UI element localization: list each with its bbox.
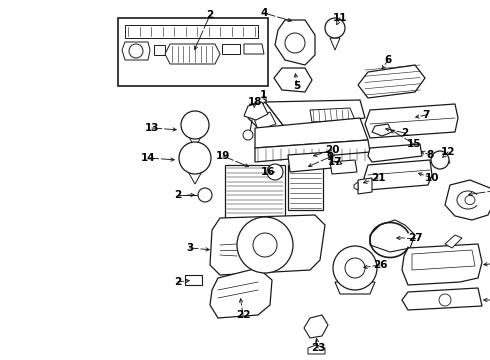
Circle shape <box>253 233 277 257</box>
Polygon shape <box>402 244 482 285</box>
Bar <box>225 165 285 220</box>
Circle shape <box>285 33 305 53</box>
Polygon shape <box>244 44 264 54</box>
Polygon shape <box>122 42 150 60</box>
Text: 5: 5 <box>294 81 301 91</box>
Polygon shape <box>368 144 422 162</box>
Text: 16: 16 <box>261 167 275 177</box>
Polygon shape <box>125 25 258 38</box>
Polygon shape <box>358 178 372 194</box>
Text: 10: 10 <box>425 173 439 183</box>
Polygon shape <box>330 160 357 174</box>
Text: 14: 14 <box>141 153 155 163</box>
Polygon shape <box>274 68 312 92</box>
Polygon shape <box>275 20 315 65</box>
Text: 18: 18 <box>248 97 262 107</box>
Polygon shape <box>165 44 220 64</box>
Text: 19: 19 <box>216 151 230 161</box>
Polygon shape <box>210 268 272 318</box>
Polygon shape <box>186 168 204 184</box>
Polygon shape <box>154 45 165 55</box>
Text: 20: 20 <box>325 145 339 155</box>
Polygon shape <box>210 215 325 275</box>
Text: 2: 2 <box>174 277 182 287</box>
Polygon shape <box>364 160 432 190</box>
Polygon shape <box>265 100 365 128</box>
Text: 1: 1 <box>259 90 267 100</box>
Text: 15: 15 <box>407 139 421 149</box>
Text: 17: 17 <box>328 157 343 167</box>
Circle shape <box>345 258 365 278</box>
Circle shape <box>237 217 293 273</box>
Text: 2: 2 <box>401 128 409 138</box>
Polygon shape <box>185 275 202 285</box>
Text: 4: 4 <box>260 8 268 18</box>
Text: 8: 8 <box>426 150 434 160</box>
Text: 6: 6 <box>384 55 392 65</box>
Polygon shape <box>288 152 332 172</box>
Polygon shape <box>255 118 368 148</box>
Text: 11: 11 <box>333 13 347 23</box>
Circle shape <box>129 44 143 58</box>
Polygon shape <box>370 220 415 252</box>
Circle shape <box>431 151 449 169</box>
Polygon shape <box>248 102 285 140</box>
Circle shape <box>439 294 451 306</box>
Circle shape <box>267 164 283 180</box>
Circle shape <box>198 188 212 202</box>
Text: 3: 3 <box>186 243 194 253</box>
Polygon shape <box>436 158 450 165</box>
Circle shape <box>325 18 345 38</box>
Polygon shape <box>222 44 240 54</box>
Text: 22: 22 <box>236 310 250 320</box>
Text: 21: 21 <box>371 173 385 183</box>
Polygon shape <box>304 315 328 338</box>
Circle shape <box>179 142 211 174</box>
Text: 9: 9 <box>326 152 334 162</box>
Text: 12: 12 <box>441 147 455 157</box>
Polygon shape <box>412 250 475 270</box>
Polygon shape <box>445 180 490 220</box>
Polygon shape <box>372 124 392 136</box>
Polygon shape <box>365 104 458 138</box>
Text: 7: 7 <box>422 110 430 120</box>
Polygon shape <box>445 235 462 248</box>
Polygon shape <box>358 65 425 98</box>
Circle shape <box>243 130 253 140</box>
Polygon shape <box>255 140 370 162</box>
Text: 27: 27 <box>408 233 422 243</box>
Polygon shape <box>244 102 268 120</box>
Text: 26: 26 <box>373 260 387 270</box>
Polygon shape <box>402 288 482 310</box>
Circle shape <box>333 246 377 290</box>
Text: 2: 2 <box>174 190 182 200</box>
Circle shape <box>181 111 209 139</box>
Bar <box>288 165 323 210</box>
Polygon shape <box>354 182 358 190</box>
Polygon shape <box>330 38 340 50</box>
Polygon shape <box>188 135 202 148</box>
Polygon shape <box>310 108 355 122</box>
Polygon shape <box>308 345 325 354</box>
Polygon shape <box>335 282 375 294</box>
Text: 23: 23 <box>311 343 325 353</box>
Polygon shape <box>254 112 276 130</box>
Text: 2: 2 <box>206 10 214 20</box>
Text: 13: 13 <box>145 123 159 133</box>
Bar <box>118 18 268 86</box>
